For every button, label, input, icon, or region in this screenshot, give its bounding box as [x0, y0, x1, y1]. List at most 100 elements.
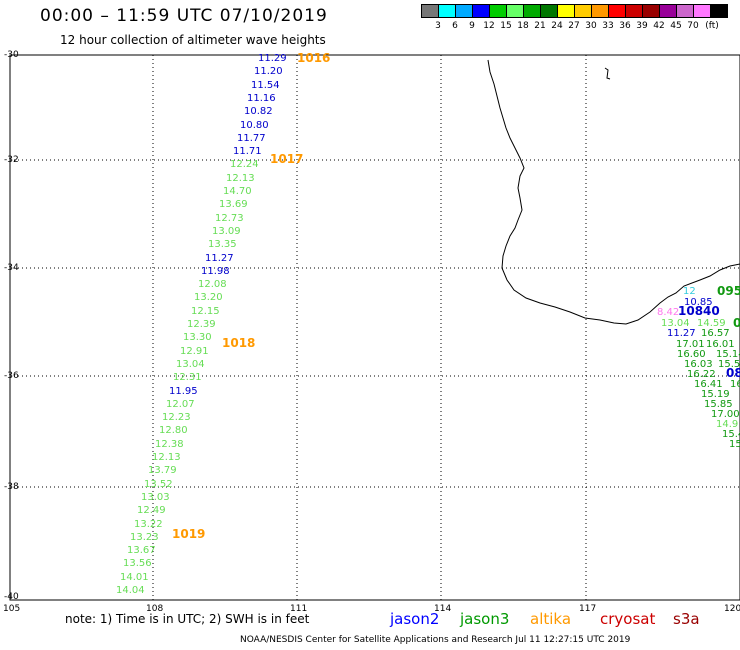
satellite-s3a: s3a: [673, 610, 700, 628]
wave-height-value: 12.39: [187, 319, 216, 330]
wave-height-value: 14.04: [116, 585, 145, 596]
wave-height-value: 12.23: [162, 412, 191, 423]
legend-label: 9: [469, 21, 475, 31]
wave-height-value: 13.22: [134, 519, 163, 530]
legend-label: 24: [551, 21, 563, 31]
footer-credit: NOAA/NESDIS Center for Satellite Applica…: [240, 635, 631, 645]
wave-height-value: 11.54: [251, 80, 280, 91]
wave-height-value: 15: [729, 439, 740, 450]
wave-height-value: 16.01: [706, 339, 735, 350]
wave-height-value: 13.35: [208, 239, 237, 250]
wave-height-value: 12.73: [215, 213, 244, 224]
wave-height-value: 12.24: [230, 159, 259, 170]
legend-label: 18: [517, 21, 529, 31]
wave-height-value: 13.52: [144, 479, 173, 490]
legend-unit: (ft): [705, 21, 719, 31]
wave-height-value: 13.09: [212, 226, 241, 237]
lon-label: 117: [579, 604, 597, 614]
pressure-label: 1019: [172, 527, 206, 541]
wave-height-value: 8.42: [657, 307, 680, 318]
wave-height-value: 16.41: [694, 379, 723, 390]
wave-height-value: 17.00: [711, 409, 740, 420]
wave-height-value: 13.03: [141, 492, 170, 503]
wave-height-value: 13.20: [194, 292, 223, 303]
wave-height-value: 13.79: [148, 465, 177, 476]
legend-label: 33: [602, 21, 614, 31]
wave-height-value: 12.13: [152, 452, 181, 463]
map-title: 00:00 – 11:59 UTC 07/10/2019: [40, 6, 328, 26]
wave-height-value: 15.5: [718, 359, 740, 370]
wave-height-value: 13.30: [183, 332, 212, 343]
wave-height-value: 13.23: [130, 532, 159, 543]
wave-height-value: 11.98: [201, 266, 230, 277]
wave-height-value: 12: [683, 286, 696, 297]
wave-height-value: 095: [717, 284, 740, 298]
legend-label: 42: [653, 21, 665, 31]
wave-height-value: 0: [733, 316, 740, 330]
grid-lines: [10, 55, 740, 600]
wave-height-value: 12.07: [166, 399, 195, 410]
wave-height-value: 12.91: [180, 346, 209, 357]
satellite-cryosat: cryosat: [600, 610, 656, 628]
lat-label: -38: [4, 482, 19, 492]
wave-height-value: 12.13: [226, 173, 255, 184]
wave-height-value: 14.9: [716, 419, 739, 430]
map-subtitle: 12 hour collection of altimeter wave hei…: [60, 33, 326, 47]
wave-height-value: 11.20: [254, 66, 283, 77]
wave-height-value: 11.16: [247, 93, 276, 104]
wave-height-value: 11.77: [237, 133, 266, 144]
coastline: [487, 59, 740, 325]
footnote: note: 1) Time is in UTC; 2) SWH is in fe…: [65, 612, 310, 626]
lat-label: -32: [4, 155, 19, 165]
wave-height-value: 17.01: [676, 339, 705, 350]
lat-label: -40: [4, 592, 19, 602]
lon-label: 120: [724, 604, 740, 614]
lon-label: 108: [146, 604, 164, 614]
legend-label: 30: [585, 21, 597, 31]
wave-height-value: 12.15: [191, 306, 220, 317]
wave-height-value: 13.69: [219, 199, 248, 210]
wave-height-value: 10.80: [240, 120, 269, 131]
legend-swatch: [710, 4, 728, 18]
wave-height-value: 12.31: [173, 372, 202, 383]
wave-height-value: 10.82: [244, 106, 273, 117]
pressure-label: 1018: [222, 336, 256, 350]
wave-height-value: 16.22: [687, 369, 716, 380]
island: [604, 67, 611, 80]
wave-height-value: 16.60: [677, 349, 706, 360]
wave-height-value: 08: [726, 366, 740, 380]
wave-height-value: 12.80: [159, 425, 188, 436]
wave-height-value: 13.04: [661, 318, 690, 329]
wave-height-value: 13.67: [127, 545, 156, 556]
legend-label: 39: [636, 21, 648, 31]
wave-height-value: 16.57: [701, 328, 730, 339]
lon-label: 111: [290, 604, 308, 614]
lat-label: -34: [4, 263, 19, 273]
wave-height-value: 11.27: [667, 328, 696, 339]
wave-height-value: 16.03: [684, 359, 713, 370]
lon-label: 114: [434, 604, 452, 614]
wave-height-value: 16: [730, 379, 740, 390]
satellite-altika: altika: [530, 610, 572, 628]
wave-height-value: 11.27: [205, 253, 234, 264]
pressure-label: 1017: [270, 152, 304, 166]
satellite-jason2: jason2: [390, 610, 440, 628]
wave-height-value: 13.56: [123, 558, 152, 569]
wave-height-value: 11.29: [258, 53, 287, 64]
legend-label: 70: [687, 21, 699, 31]
wave-height-value: 12.38: [155, 439, 184, 450]
wave-height-value: 14.59: [697, 318, 726, 329]
lat-label: -36: [4, 371, 19, 381]
wave-height-value: 15.19: [701, 389, 730, 400]
legend-label: 21: [534, 21, 546, 31]
wave-height-value: 12.08: [198, 279, 227, 290]
legend-label: 12: [483, 21, 495, 31]
wave-height-value: 10.85: [684, 297, 713, 308]
legend-label: 36: [619, 21, 631, 31]
legend-label: 45: [670, 21, 682, 31]
legend-label: 15: [500, 21, 512, 31]
lon-label: 105: [3, 604, 21, 614]
wave-height-value: 15.14: [716, 349, 740, 360]
legend-label: 3: [435, 21, 441, 31]
